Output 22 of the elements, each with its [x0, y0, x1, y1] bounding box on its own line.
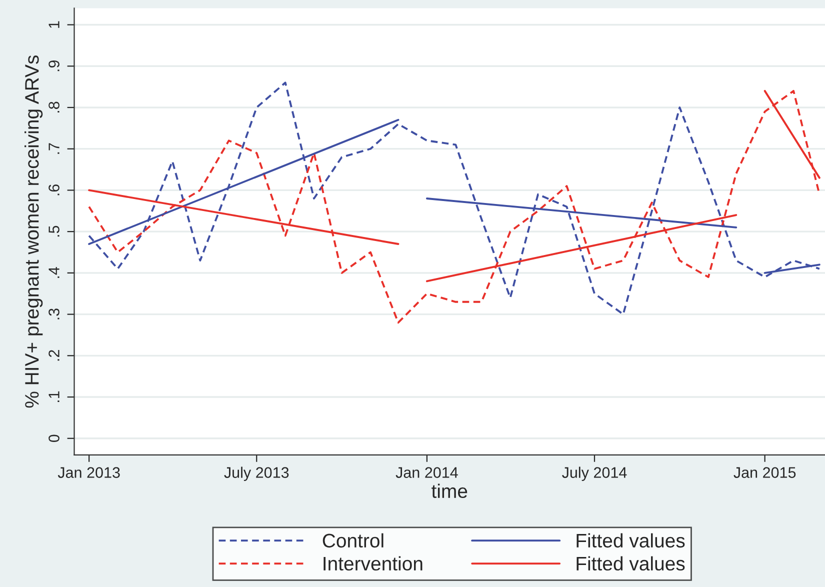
x-tick-label: July 2013	[224, 466, 289, 481]
y-tick-label: .5	[48, 226, 60, 237]
y-tick-label: 0	[48, 434, 60, 442]
x-tick-label: July 2014	[562, 466, 627, 481]
x-tick-label: Jan 2014	[396, 467, 458, 478]
legend-label: Intervention	[324, 556, 422, 571]
y-tick-label: .6	[48, 184, 60, 196]
y-tick-label: 1	[48, 21, 60, 28]
y-tick-label: .9	[48, 60, 60, 72]
x-tick-label: Jan 2015	[734, 467, 796, 478]
y-tick-label: .2	[48, 350, 60, 361]
y-axis-title: % HIV+ pregnant women receiving ARVs	[24, 55, 43, 408]
y-tick-label: .1	[48, 391, 60, 402]
y-tick-label: .8	[48, 102, 60, 112]
legend-label: Fitted values	[576, 556, 685, 571]
x-axis-title: time	[432, 484, 468, 498]
legend-label: Control	[322, 533, 384, 548]
y-tick-label: .7	[48, 143, 60, 154]
y-tick-label: .4	[48, 267, 60, 278]
y-tick-label: .3	[48, 308, 60, 320]
legend-label: Fitted values	[576, 533, 685, 548]
x-tick-label: Jan 2013	[58, 467, 120, 478]
